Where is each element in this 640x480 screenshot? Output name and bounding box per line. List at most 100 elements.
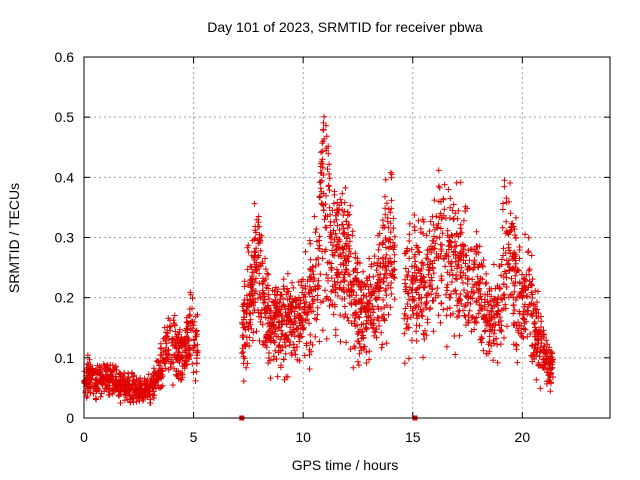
data-point	[356, 350, 363, 357]
data-point	[333, 209, 340, 216]
data-point	[508, 275, 515, 282]
data-point	[315, 277, 322, 284]
data-point	[363, 324, 370, 331]
data-point	[415, 295, 422, 302]
data-point	[309, 263, 316, 270]
data-point	[146, 382, 153, 389]
data-point	[500, 292, 507, 299]
data-point	[502, 301, 509, 308]
data-point	[524, 311, 531, 318]
data-point	[502, 249, 509, 256]
data-point	[446, 271, 453, 278]
data-point	[277, 310, 284, 317]
data-point	[241, 342, 248, 349]
data-point	[409, 307, 416, 314]
data-point	[83, 381, 90, 388]
data-point	[348, 292, 355, 299]
data-point	[494, 359, 501, 366]
data-point	[243, 320, 250, 327]
data-point	[405, 268, 412, 275]
data-point	[501, 177, 508, 184]
data-point	[363, 349, 370, 356]
data-point	[541, 331, 547, 338]
data-point	[155, 359, 162, 366]
data-point	[381, 224, 388, 231]
data-point	[524, 333, 531, 340]
data-point	[354, 331, 361, 338]
data-point	[89, 372, 96, 379]
data-point	[306, 351, 313, 358]
data-point	[364, 277, 371, 284]
data-point	[352, 300, 359, 307]
data-point	[407, 303, 414, 310]
data-point	[187, 352, 194, 359]
data-point	[529, 276, 536, 283]
data-point	[125, 383, 132, 389]
data-point	[190, 369, 197, 376]
data-point	[152, 368, 159, 375]
data-point	[366, 273, 373, 280]
data-point	[282, 332, 289, 339]
data-point	[380, 260, 387, 266]
data-point	[157, 345, 164, 351]
data-point	[503, 195, 510, 202]
data-point	[461, 287, 467, 294]
data-point	[306, 301, 313, 308]
data-point	[447, 204, 453, 211]
data-point	[413, 338, 420, 344]
data-point	[172, 339, 178, 346]
data-point	[306, 283, 313, 290]
data-point	[516, 247, 523, 253]
data-point	[432, 294, 439, 301]
data-point	[326, 161, 333, 168]
data-point	[238, 350, 245, 357]
data-point	[256, 313, 262, 320]
data-point	[310, 308, 317, 315]
data-point	[533, 376, 540, 383]
data-point	[265, 285, 272, 292]
data-point	[433, 235, 440, 241]
data-point	[437, 241, 444, 248]
data-point	[334, 279, 341, 286]
data-point	[349, 232, 356, 239]
data-point	[366, 297, 373, 304]
data-point	[248, 264, 255, 270]
data-point	[454, 231, 460, 237]
data-point	[152, 385, 159, 392]
data-point	[411, 263, 418, 270]
data-point	[341, 278, 348, 285]
data-point	[87, 361, 94, 368]
data-point	[323, 271, 330, 278]
data-point	[375, 255, 382, 262]
data-point	[462, 302, 469, 309]
data-point	[458, 229, 465, 236]
data-point	[505, 260, 512, 267]
data-point	[480, 347, 487, 354]
data-point	[475, 310, 482, 317]
data-point	[460, 217, 467, 224]
data-point	[243, 311, 250, 317]
data-point	[524, 249, 531, 256]
data-point	[424, 247, 431, 254]
data-point	[333, 234, 340, 241]
data-point	[411, 223, 418, 230]
data-point	[356, 340, 363, 347]
data-point	[334, 241, 341, 248]
data-point	[424, 316, 431, 323]
data-point	[280, 286, 287, 292]
data-point	[341, 303, 348, 310]
data-point	[514, 359, 521, 366]
data-point	[94, 362, 101, 369]
data-point	[404, 315, 411, 322]
data-point	[480, 257, 487, 263]
data-point	[319, 327, 326, 334]
data-point	[494, 299, 501, 306]
data-point	[488, 302, 495, 309]
data-point	[318, 299, 324, 306]
data-point	[435, 220, 442, 227]
data-point	[284, 373, 291, 380]
data-point	[241, 300, 248, 307]
data-point	[171, 321, 178, 328]
data-point	[374, 303, 381, 310]
